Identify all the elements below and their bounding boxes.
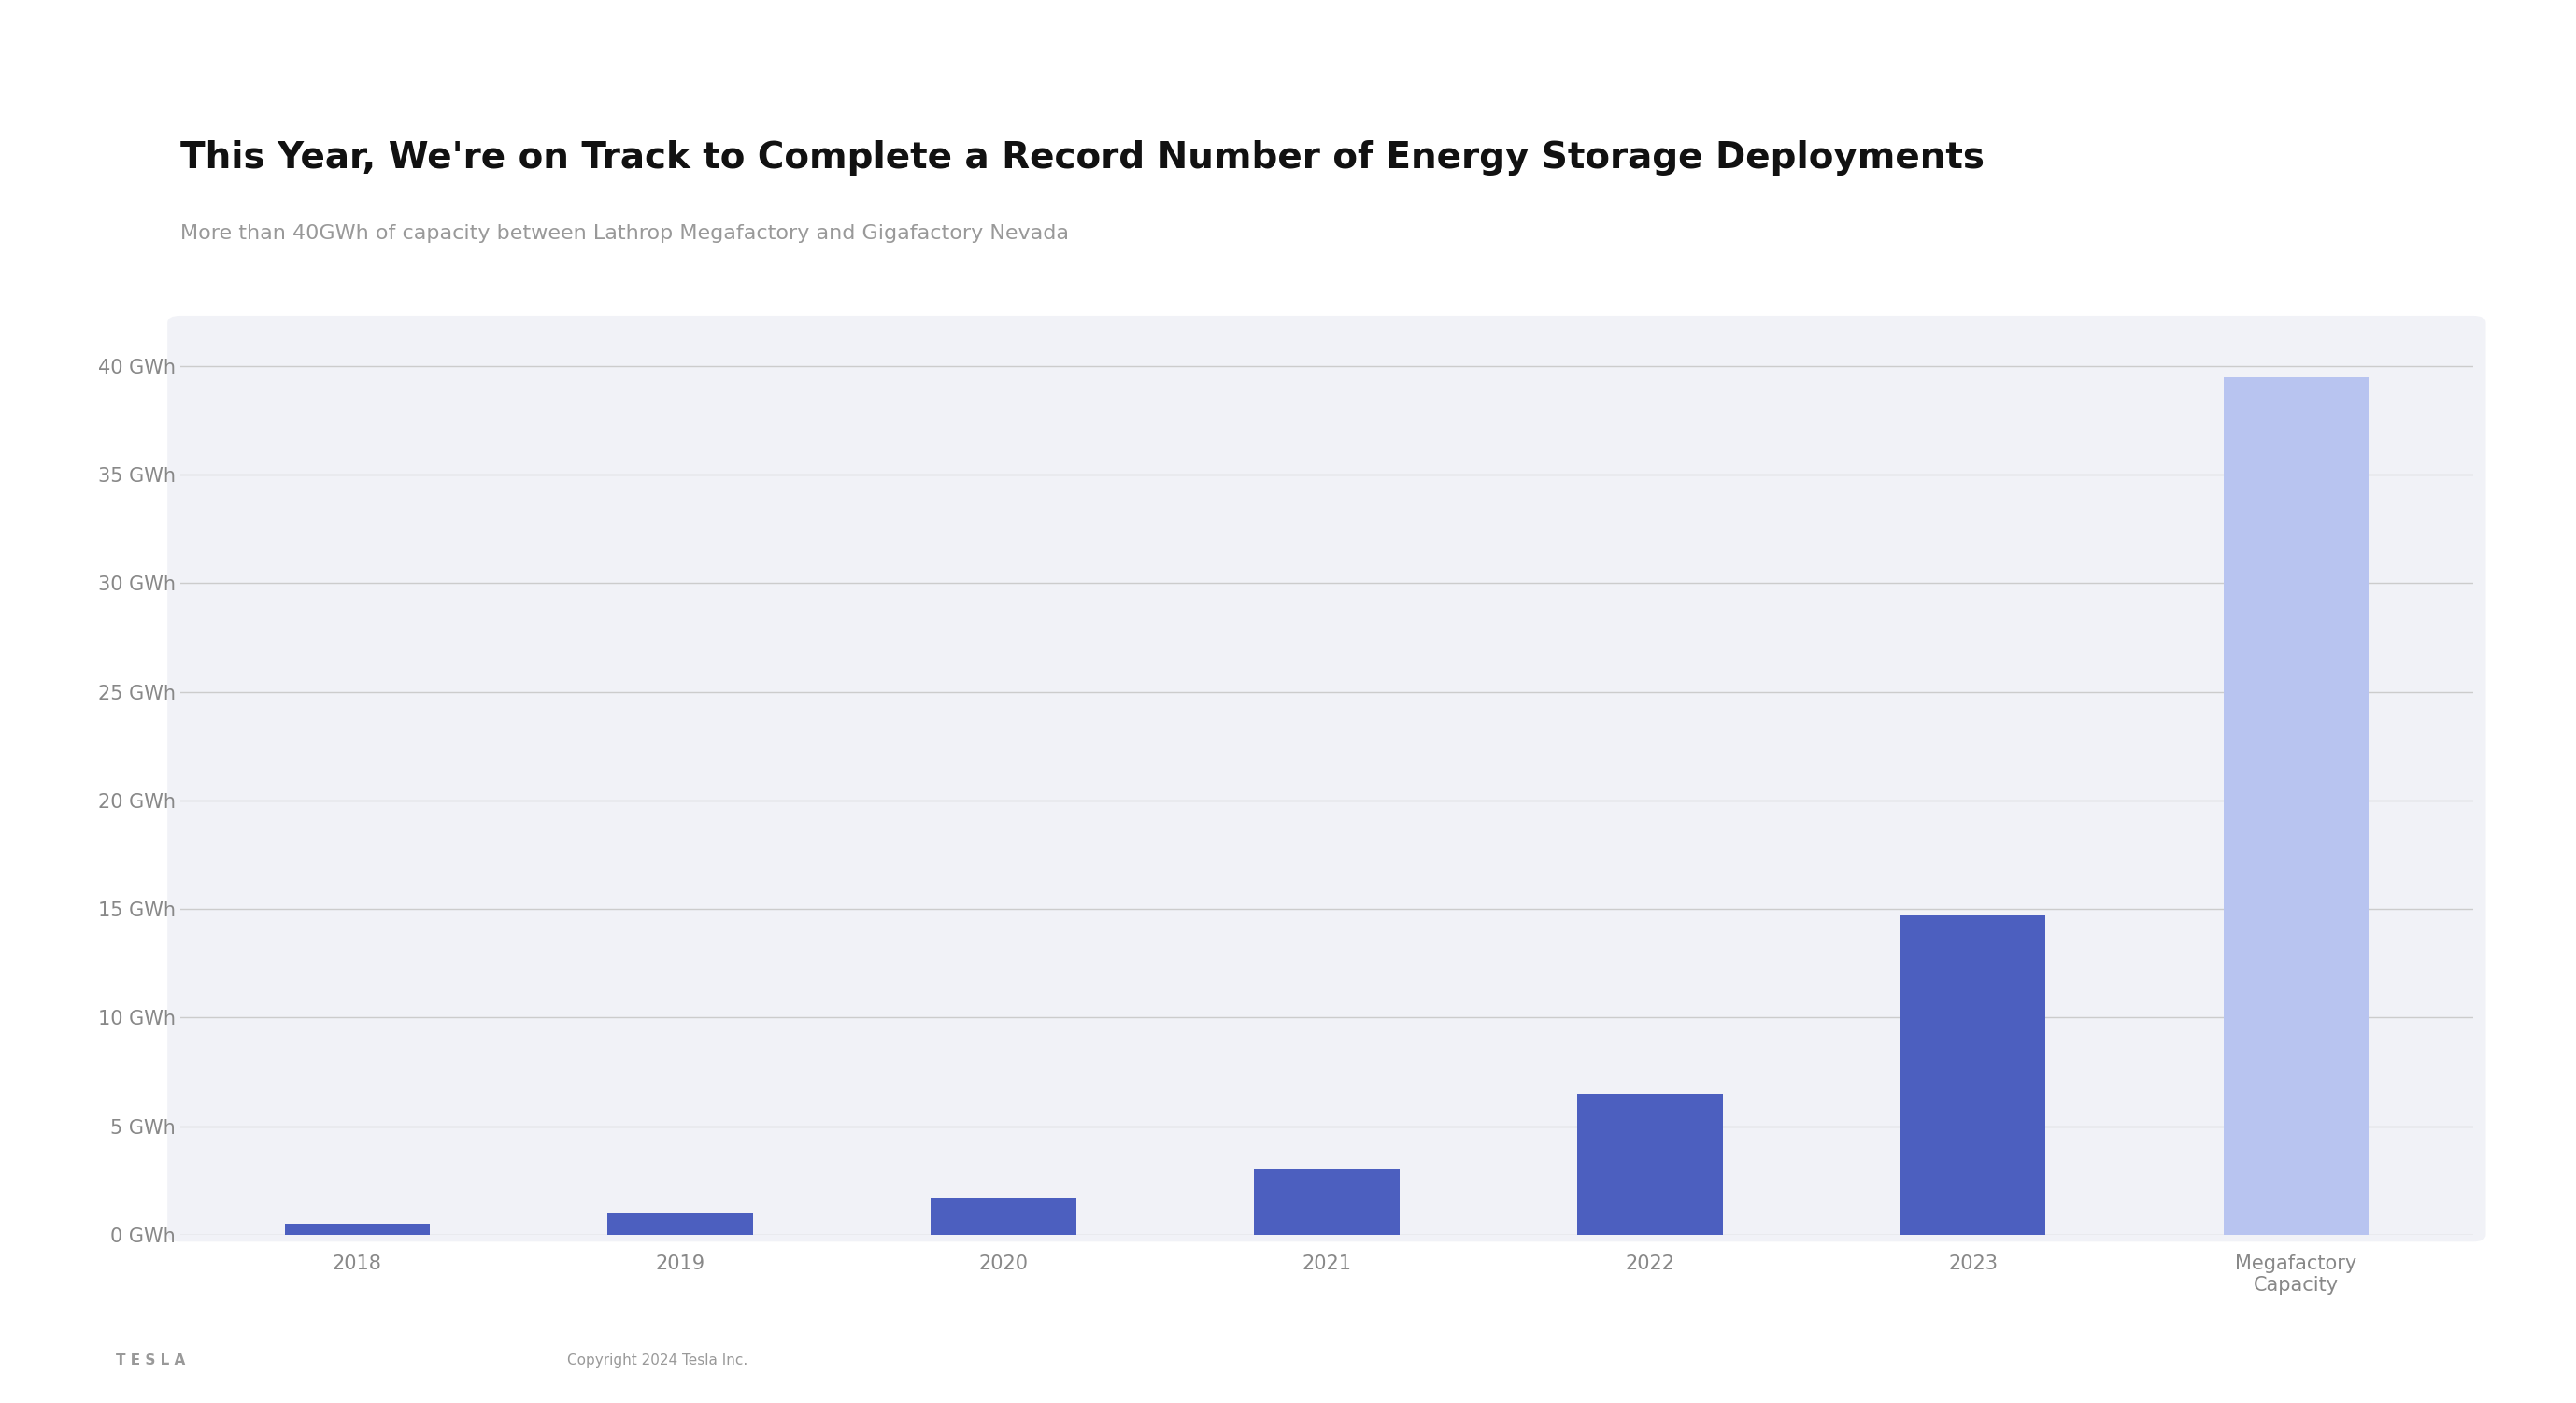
Text: This Year, We're on Track to Complete a Record Number of Energy Storage Deployme: This Year, We're on Track to Complete a … — [180, 140, 1984, 175]
Bar — [283, 1223, 430, 1235]
Bar — [1255, 1170, 1399, 1235]
Text: More than 40GWh of capacity between Lathrop Megafactory and Gigafactory Nevada: More than 40GWh of capacity between Lath… — [180, 224, 1069, 243]
Bar — [608, 1214, 752, 1235]
Bar — [930, 1198, 1077, 1235]
Bar — [1577, 1093, 1723, 1235]
Text: Copyright 2024 Tesla Inc.: Copyright 2024 Tesla Inc. — [567, 1354, 747, 1368]
Text: T E S L A: T E S L A — [116, 1354, 185, 1368]
Bar — [1901, 916, 2045, 1235]
Bar — [2223, 377, 2370, 1235]
